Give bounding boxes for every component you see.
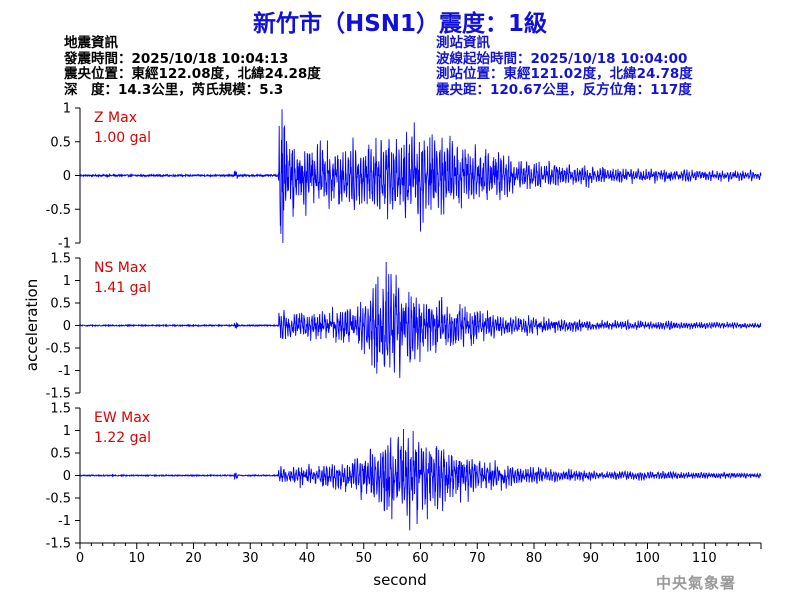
max-value-ns: 1.41 gal <box>94 280 151 296</box>
y-tick-label: 0 <box>63 469 71 484</box>
y-tick-label: 1.5 <box>50 252 71 267</box>
x-tick-label: 50 <box>355 551 372 566</box>
y-axis-label: acceleration <box>23 279 41 371</box>
x-tick-label: 90 <box>582 551 599 566</box>
x-tick-label: 110 <box>692 551 717 566</box>
y-tick-label: 0.5 <box>50 447 71 462</box>
chart-title: 新竹市（HSN1）震度：1級 <box>252 11 548 37</box>
station-info: 測站資訊 波線起始時間：2025/10/18 10:04:00 測站位置：東經1… <box>436 35 693 98</box>
waveform-start-time: 波線起始時間：2025/10/18 10:04:00 <box>436 50 688 67</box>
max-value-ew: 1.22 gal <box>94 430 151 446</box>
waveform-ns <box>79 262 762 378</box>
x-tick-label: 30 <box>242 551 259 566</box>
y-tick-label: -1 <box>58 514 71 529</box>
y-tick-label: -1.5 <box>46 537 71 552</box>
max-label-ew: EW Max <box>94 410 150 426</box>
max-value-z: 1.00 gal <box>94 130 151 146</box>
y-tick-label: -1 <box>58 237 71 252</box>
y-tick-label: -1 <box>58 364 71 379</box>
earthquake-info-heading: 地震資訊 <box>64 35 118 51</box>
depth-magnitude: 深 度：14.3公里，芮氏規模：5.3 <box>64 81 284 98</box>
y-tick-label: 0 <box>63 319 71 334</box>
agency-watermark: 中央氣象署 <box>656 574 737 592</box>
y-tick-label: 1 <box>63 274 71 289</box>
x-tick-label: 70 <box>469 551 486 566</box>
x-tick-label: 20 <box>185 551 202 566</box>
y-tick-label: -0.5 <box>46 342 71 357</box>
y-tick-label: 1.5 <box>50 402 71 417</box>
x-axis-label: second <box>373 571 427 589</box>
y-tick-label: 0 <box>63 169 71 184</box>
max-label-ns: NS Max <box>94 260 147 276</box>
y-tick-label: 1 <box>63 424 71 439</box>
waveform-ew <box>79 429 762 531</box>
x-tick-label: 60 <box>412 551 429 566</box>
earthquake-info: 地震資訊 發震時間：2025/10/18 10:04:13 震央位置：東經122… <box>64 35 321 98</box>
x-tick-label: 80 <box>526 551 543 566</box>
x-tick-label: 40 <box>299 551 316 566</box>
x-tick-label: 0 <box>76 551 84 566</box>
max-label-z: Z Max <box>94 110 137 126</box>
y-tick-label: -0.5 <box>46 492 71 507</box>
y-tick-label: -1.5 <box>46 387 71 402</box>
waveform-z <box>79 109 762 244</box>
y-tick-label: 1 <box>63 102 71 117</box>
x-tick-label: 10 <box>128 551 145 566</box>
station-location: 測站位置：東經121.02度，北緯24.78度 <box>436 66 693 82</box>
distance-azimuth: 震央距：120.67公里，反方位角：117度 <box>436 81 692 98</box>
x-tick-label: 100 <box>635 551 660 566</box>
y-tick-label: -0.5 <box>46 203 71 218</box>
station-info-heading: 測站資訊 <box>436 35 490 51</box>
origin-time: 發震時間：2025/10/18 10:04:13 <box>64 50 289 67</box>
y-tick-label: 0.5 <box>50 135 71 150</box>
epicenter-location: 震央位置：東經122.08度，北緯24.28度 <box>64 66 321 82</box>
y-tick-label: 0.5 <box>50 297 71 312</box>
